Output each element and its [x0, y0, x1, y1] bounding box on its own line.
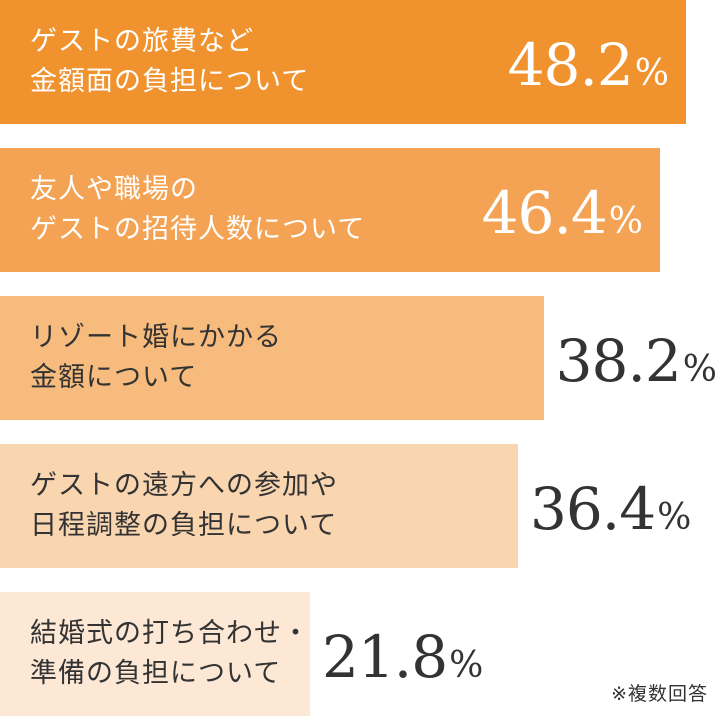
bar-value-1: 48.2%	[508, 35, 669, 104]
bar-label-1: ゲストの旅費など金額面の負担について	[30, 22, 309, 102]
bar-value-unit: %	[657, 497, 691, 538]
bar-value-unit: %	[634, 53, 669, 94]
footnote: ※複数回答	[611, 683, 708, 705]
bar-label-4: ゲストの遠方への参加や 日程調整の負担について	[30, 466, 338, 546]
bar-value-2: 46.4%	[482, 183, 643, 252]
bar-value-number: 21.8	[322, 623, 448, 691]
bar-label-line: ゲストの招待人数について	[30, 214, 366, 245]
bar-value-4: 36.4%	[530, 479, 691, 548]
bar-label-line: 準備の負担について	[30, 658, 282, 689]
bar-label-line: ゲストの旅費など	[30, 26, 254, 57]
bar-1	[0, 0, 686, 124]
bar-label-line: 友人や職場の	[30, 174, 198, 205]
bar-value-number: 46.4	[481, 179, 608, 247]
bar-4	[0, 444, 518, 568]
bar-label-line: リゾート婚にかかる	[30, 322, 282, 353]
bar-label-line: ゲストの遠方への参加や	[30, 470, 338, 501]
bar-label-line: 結婚式の打ち合わせ・	[30, 618, 310, 649]
bar-label-line: 金額面の負担について	[30, 66, 310, 97]
bar-label-5: 結婚式の打ち合わせ・ 準備の負担について	[30, 614, 310, 694]
bar-value-unit: %	[449, 645, 483, 686]
bar-label-line: 金額について	[30, 362, 198, 393]
bar-5	[0, 592, 310, 716]
bar-value-3: 38.2%	[556, 331, 717, 400]
bar-label-3: リゾート婚にかかる 金額について	[30, 318, 282, 398]
bar-label-line: 日程調整の負担について	[30, 510, 338, 541]
bar-value-unit: %	[682, 349, 717, 390]
bar-3	[0, 296, 544, 420]
bar-value-number: 38.2	[555, 327, 682, 395]
bar-value-number: 36.4	[530, 475, 656, 543]
bar-label-2: 友人や職場のゲストの招待人数について	[30, 170, 365, 250]
bar-2	[0, 148, 660, 272]
bar-value-number: 48.2	[507, 31, 634, 99]
bar-value-5: 21.8%	[322, 627, 483, 696]
bar-value-unit: %	[608, 201, 643, 242]
